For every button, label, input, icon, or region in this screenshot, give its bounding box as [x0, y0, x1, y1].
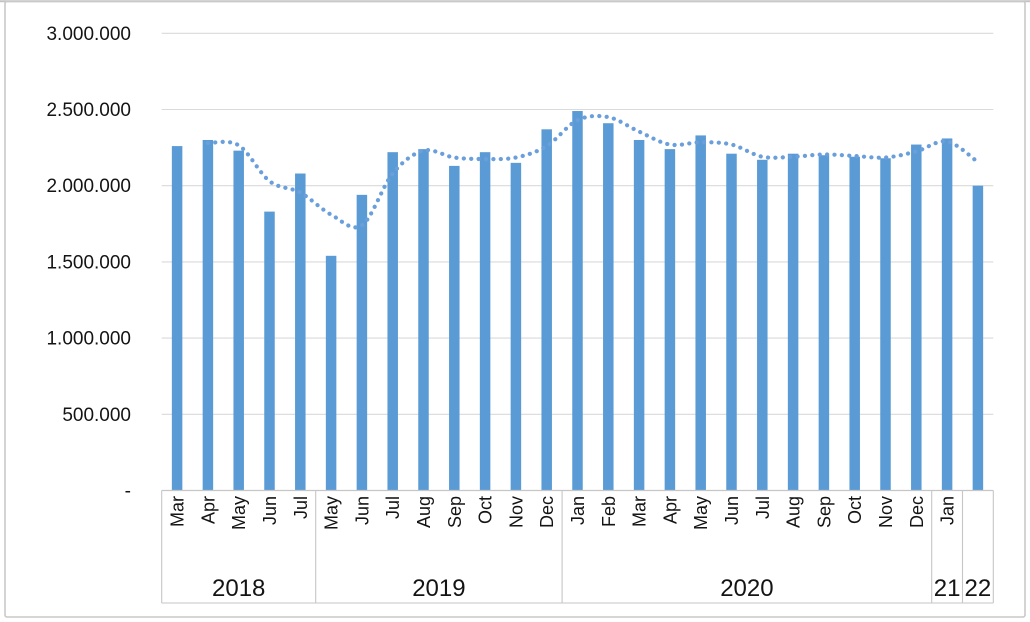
month-label: Apr: [660, 496, 680, 524]
y-axis-tick-label: 1.500.000: [46, 252, 131, 273]
bar: [418, 149, 429, 491]
year-label: 22: [965, 575, 992, 602]
trend-line: [205, 113, 980, 230]
bar: [479, 152, 491, 491]
month-label: Oct: [845, 496, 865, 524]
bar: [295, 173, 306, 491]
month-label: Dec: [907, 496, 927, 528]
bar: [233, 150, 244, 491]
month-label: May: [229, 496, 249, 530]
month-label: May: [322, 496, 342, 530]
bar: [787, 153, 799, 491]
bar: [325, 255, 337, 491]
month-label: Jul: [291, 496, 311, 519]
year-label: 2018: [212, 575, 265, 602]
month-label: Oct: [476, 496, 496, 524]
bar: [757, 159, 768, 491]
month-label: Jan: [938, 496, 958, 525]
month-label: Aug: [414, 496, 434, 528]
month-label: Apr: [198, 496, 218, 524]
bar: [572, 111, 583, 491]
year-label: 21: [934, 575, 961, 602]
month-label: Jun: [352, 496, 372, 525]
bar: [849, 156, 860, 491]
bar: [664, 149, 676, 491]
y-axis-tick-label: 2.500.000: [46, 100, 131, 121]
bar: [171, 146, 183, 491]
bar: [510, 162, 522, 491]
month-label: Mar: [630, 496, 650, 527]
y-axis-tick-label: 1.000.000: [46, 329, 131, 350]
month-label: Jun: [260, 496, 280, 525]
bar: [633, 139, 645, 491]
month-label: Mar: [168, 496, 188, 527]
month-label: May: [691, 496, 711, 530]
month-label: Sep: [445, 496, 465, 528]
month-label: Nov: [506, 496, 526, 528]
month-label: Jan: [568, 496, 588, 525]
bar: [603, 123, 614, 491]
year-label: 2020: [720, 575, 773, 602]
month-label: Jul: [753, 496, 773, 519]
bar: [972, 185, 984, 491]
month-label: Aug: [784, 496, 804, 528]
bar: [911, 144, 922, 491]
bar: [264, 211, 275, 491]
bar: [202, 139, 214, 491]
bar: [695, 135, 706, 491]
month-label: Jul: [383, 496, 403, 519]
month-label: Dec: [537, 496, 557, 528]
bar: [941, 138, 953, 491]
y-axis-tick-label: 500.000: [62, 405, 131, 426]
bar: [880, 158, 891, 491]
chart-frame-border: [4, 0, 1026, 618]
month-label: Feb: [599, 496, 619, 527]
month-label: Jun: [722, 496, 742, 525]
bar: [356, 194, 368, 491]
y-axis-tick-label: 3.000.000: [46, 24, 131, 45]
bar: [726, 153, 737, 491]
month-label: Sep: [814, 496, 834, 528]
year-label: 2019: [412, 575, 465, 602]
bar: [449, 165, 460, 491]
bar: [541, 129, 552, 491]
bar: [387, 152, 398, 491]
y-axis-tick-label: 2.000.000: [46, 176, 131, 197]
bar: [818, 155, 830, 491]
y-axis-tick-label: -: [125, 481, 131, 502]
month-label: Nov: [876, 496, 896, 528]
